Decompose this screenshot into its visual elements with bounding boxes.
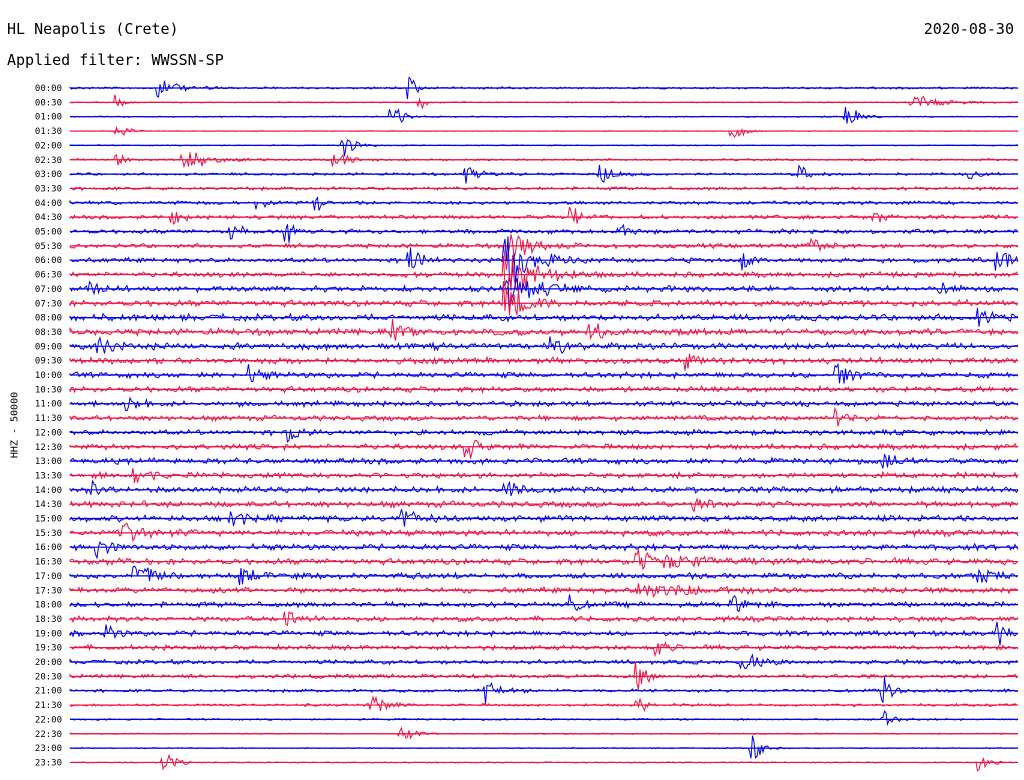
trace-line bbox=[69, 480, 1019, 497]
row-time-label: 03:30 bbox=[35, 184, 62, 194]
trace-line bbox=[69, 335, 1019, 354]
trace-line bbox=[69, 406, 1019, 427]
row-time-label: 06:30 bbox=[35, 271, 62, 281]
row-time-label: 14:30 bbox=[35, 500, 62, 510]
row-time-label: 10:00 bbox=[35, 371, 62, 381]
row-time-label: 20:30 bbox=[35, 672, 62, 682]
trace-line bbox=[69, 522, 1019, 543]
trace-line bbox=[69, 540, 1019, 560]
date-label: 2020-08-30 bbox=[923, 20, 1014, 38]
trace-line bbox=[69, 710, 1019, 727]
row-time-label: 11:30 bbox=[35, 414, 62, 424]
trace-line bbox=[69, 695, 1019, 712]
row-time-label: 00:30 bbox=[35, 98, 62, 108]
row-time-label: 22:00 bbox=[35, 715, 62, 725]
row-time-label: 21:00 bbox=[35, 687, 62, 697]
trace-line bbox=[69, 107, 1019, 124]
row-time-label: 02:00 bbox=[35, 141, 62, 151]
row-time-label: 21:30 bbox=[35, 701, 62, 711]
trace-line bbox=[69, 307, 1019, 327]
row-time-label: 09:30 bbox=[35, 357, 62, 367]
row-time-label: 18:00 bbox=[35, 601, 62, 611]
trace-line bbox=[69, 362, 1019, 384]
row-time-label: 18:30 bbox=[35, 615, 62, 625]
row-time-label: 13:00 bbox=[35, 457, 62, 467]
station-title: HL Neapolis (Crete) bbox=[7, 20, 179, 38]
row-time-label: 23:30 bbox=[35, 758, 62, 768]
trace-line bbox=[69, 234, 1018, 270]
row-time-label: 05:00 bbox=[35, 228, 62, 238]
trace-line bbox=[69, 610, 1019, 627]
trace-line bbox=[69, 726, 1019, 740]
row-time-label: 10:30 bbox=[35, 385, 62, 395]
trace-line bbox=[69, 196, 1019, 211]
trace-line bbox=[69, 353, 1019, 371]
row-time-label: 22:30 bbox=[35, 730, 62, 740]
row-time-label: 06:00 bbox=[35, 256, 62, 266]
row-time-label: 14:00 bbox=[35, 486, 62, 496]
row-time-label: 19:00 bbox=[35, 629, 62, 639]
trace-line bbox=[69, 139, 1019, 157]
row-time-label: 00:00 bbox=[35, 84, 62, 94]
row-time-label: 04:30 bbox=[35, 213, 62, 223]
trace-line bbox=[69, 281, 1019, 316]
row-time-label: 17:30 bbox=[35, 586, 62, 596]
row-time-label: 01:00 bbox=[35, 113, 62, 123]
row-time-label: 11:00 bbox=[35, 400, 62, 410]
trace-line bbox=[69, 94, 1019, 110]
trace-line bbox=[69, 549, 1019, 571]
trace-line bbox=[69, 427, 1019, 443]
row-time-label: 19:30 bbox=[35, 644, 62, 654]
row-time-label: 12:00 bbox=[35, 428, 62, 438]
row-time-label: 17:00 bbox=[35, 572, 62, 582]
trace-line bbox=[69, 594, 1019, 613]
row-time-label: 08:30 bbox=[35, 328, 62, 338]
row-time-label: 07:30 bbox=[35, 299, 62, 309]
row-time-label: 15:30 bbox=[35, 529, 62, 539]
row-time-label: 05:30 bbox=[35, 242, 62, 252]
row-time-label: 07:00 bbox=[35, 285, 62, 295]
row-time-label: 13:30 bbox=[35, 471, 62, 481]
trace-line bbox=[69, 641, 1019, 658]
trace-line bbox=[69, 497, 1019, 514]
row-time-label: 20:00 bbox=[35, 658, 62, 668]
row-time-label: 04:00 bbox=[35, 199, 62, 209]
row-time-label: 16:00 bbox=[35, 543, 62, 553]
row-time-label: 15:00 bbox=[35, 515, 62, 525]
trace-line bbox=[69, 661, 1019, 690]
row-time-label: 16:30 bbox=[35, 558, 62, 568]
filter-label: Applied filter: WWSSN-SP bbox=[7, 51, 224, 69]
row-time-label: 01:30 bbox=[35, 127, 62, 137]
trace-line bbox=[69, 125, 1019, 138]
row-time-label: 23:00 bbox=[35, 744, 62, 754]
trace-line bbox=[69, 206, 1019, 225]
row-time-label: 12:30 bbox=[35, 443, 62, 453]
row-time-label: 08:00 bbox=[35, 314, 62, 324]
row-time-label: 02:30 bbox=[35, 156, 62, 166]
row-time-label: 09:00 bbox=[35, 342, 62, 352]
row-time-label: 03:00 bbox=[35, 170, 62, 180]
trace-line bbox=[69, 735, 1019, 759]
trace-line bbox=[69, 319, 1019, 341]
trace-line bbox=[69, 439, 1019, 459]
trace-line bbox=[69, 223, 1019, 243]
